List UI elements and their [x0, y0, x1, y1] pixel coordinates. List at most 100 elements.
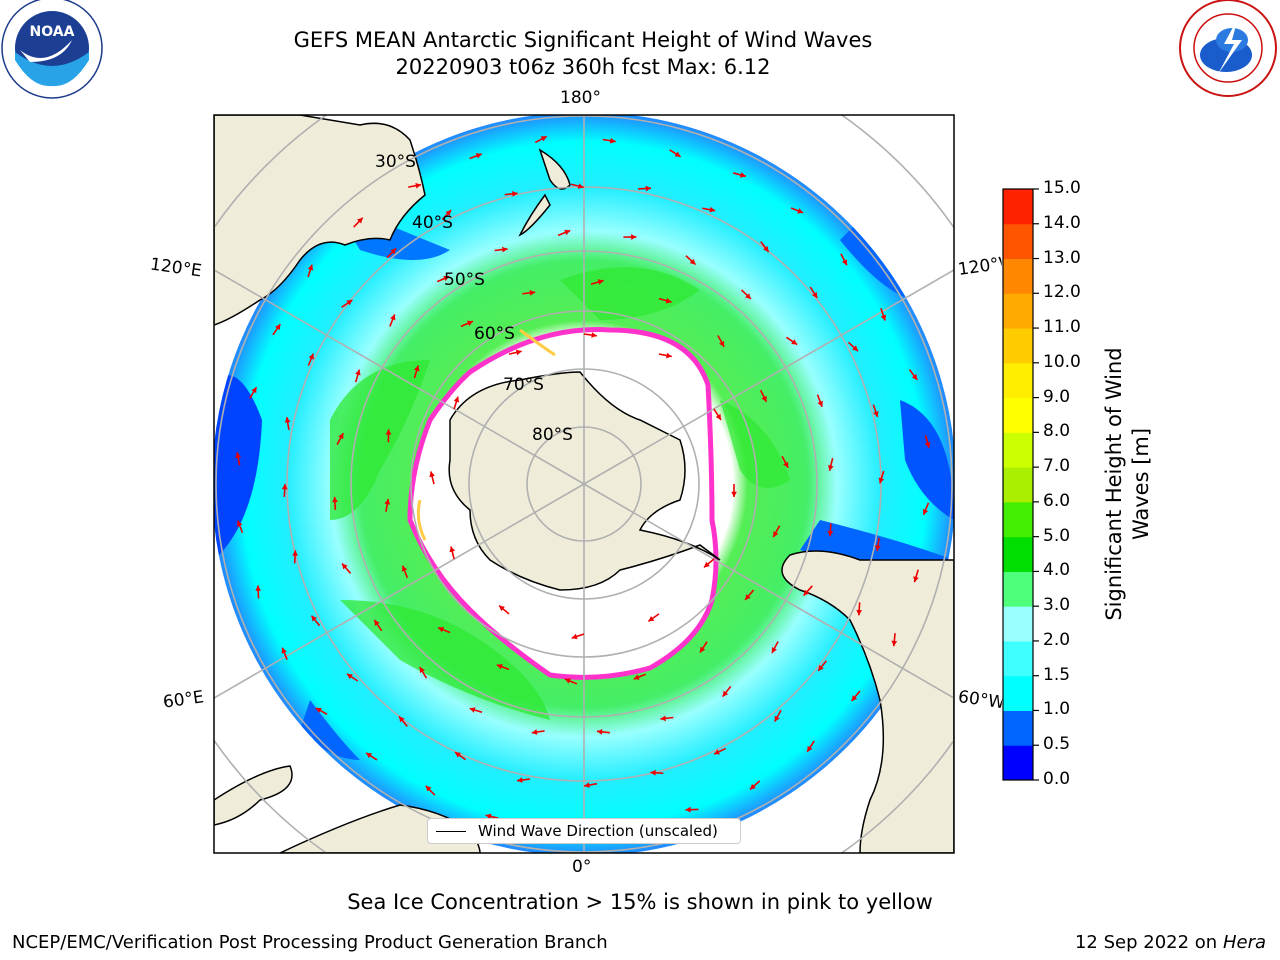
wind-wave-arrowhead [856, 609, 863, 616]
wind-wave-arrowhead [281, 483, 288, 490]
wind-wave-arrowhead [841, 259, 847, 266]
wind-wave-arrowhead [515, 349, 522, 356]
wind-wave-arrowhead [817, 400, 823, 407]
chart-subtitle: 20220903 t06z 360h fcst Max: 6.12 [395, 55, 771, 79]
colorbar-bin [1003, 640, 1033, 677]
wind-wave-arrowhead [610, 137, 616, 144]
wind-wave-arrowhead [413, 365, 420, 372]
wind-wave-arrowhead [783, 461, 789, 468]
wind-wave-arrowhead [924, 441, 931, 448]
wind-wave-arrowhead [818, 664, 824, 671]
wind-wave-arrowhead [307, 264, 314, 271]
wind-wave-arrowhead [235, 452, 241, 459]
colorbar-tick-label: 14.0 [1043, 212, 1081, 233]
colorbar-tick-label: 15.0 [1043, 178, 1081, 198]
wind-wave-arrowhead [660, 715, 666, 722]
footer-date-text: 12 Sep 2022 on [1074, 932, 1218, 953]
lat-label-80s: 80°S [532, 425, 573, 445]
wind-wave-arrowhead [564, 229, 571, 236]
wind-wave-arrowhead [827, 530, 834, 537]
colorbar-bin [1003, 223, 1033, 260]
colorbar-label: Significant Height of Wind Waves [m] [1101, 347, 1155, 620]
colorbar-bin [1003, 501, 1033, 538]
wind-wave-arrowhead [797, 208, 804, 214]
wind-wave-arrowhead [665, 297, 672, 304]
wind-wave-arrowhead [255, 585, 262, 591]
wind-wave-arrowhead [496, 663, 503, 670]
wind-wave-arrowhead [739, 172, 746, 178]
wind-wave-arrowhead [709, 206, 716, 213]
wind-wave-arrowhead [803, 589, 810, 596]
wind-wave-arrowhead [666, 352, 672, 359]
wind-wave-arrowhead [429, 471, 435, 478]
wind-wave-arrowhead [346, 673, 353, 680]
wind-wave-arrowhead [415, 182, 422, 189]
wind-wave-arrowhead [633, 674, 640, 680]
legend-label: Wind Wave Direction (unscaled) [478, 822, 718, 840]
wind-wave-arrowhead [274, 324, 281, 331]
wind-wave-arrowhead [281, 647, 287, 654]
wind-wave-arrowhead [366, 752, 373, 759]
wind-wave-arrowhead [438, 626, 445, 633]
graticule [214, 115, 954, 853]
colorbar-tick-label: 13.0 [1043, 247, 1081, 268]
wind-wave-arrowhead [596, 729, 603, 735]
sea-ice-note: Sea Ice Concentration > 15% is shown in … [347, 890, 933, 914]
noaa-logo-text: NOAA [30, 24, 75, 40]
wind-wave-arrowhead [308, 353, 314, 360]
wind-wave-arrowhead [650, 769, 656, 776]
wind-wave-arrowhead [390, 314, 396, 321]
wind-wave-arrowhead [564, 678, 571, 684]
wind-wave-arrowhead [571, 633, 578, 640]
wind-wave-arrowhead [466, 320, 473, 326]
wind-wave-arrowhead [454, 752, 461, 758]
wind-wave-arrowhead [631, 234, 637, 240]
wind-wave-arrowhead [449, 546, 456, 553]
wind-wave-arrowhead [584, 782, 590, 788]
wind-wave-arrowhead [443, 275, 450, 282]
wind-wave-arrowhead [390, 248, 397, 255]
wind-wave-arrowhead [699, 646, 706, 653]
nws-logo [1179, 0, 1277, 97]
wind-wave-arrowhead [719, 340, 725, 347]
wind-wave-arrowhead [540, 136, 547, 142]
wind-wave-arrowhead [922, 508, 929, 515]
wind-wave-arrowhead [315, 707, 322, 714]
wind-wave-arrowhead [401, 565, 408, 572]
wind-wave-arrowhead [357, 217, 363, 224]
lon-label-180: 180° [560, 88, 601, 108]
wind-wave-arrowhead [828, 464, 834, 471]
wind-wave-arrowhead [880, 314, 887, 321]
wind-wave-arrowhead [689, 258, 696, 265]
map-legend: Wind Wave Direction (unscaled) [427, 818, 741, 844]
colorbar-tick-label: 5.0 [1043, 525, 1071, 546]
wind-wave-arrowhead [338, 433, 344, 440]
lat-label-40s: 40°S [412, 213, 453, 233]
wind-wave-arrowhead [645, 185, 652, 192]
wind-wave-arrowhead [251, 387, 257, 394]
colorbar-bin [1003, 571, 1033, 607]
wind-wave-arrowhead [385, 429, 392, 435]
wind-wave-arrowhead [715, 413, 721, 420]
colorbar-bin [1003, 293, 1033, 329]
legend-line-swatch [436, 831, 466, 832]
footer-date: 12 Sep 2022 on Hera [1075, 932, 1266, 953]
footer-branch: NCEP/EMC/Verification Post Processing Pr… [12, 932, 608, 953]
colorbar-tick-label: 12.0 [1043, 282, 1081, 303]
lat-label-60s: 60°S [474, 324, 515, 344]
colorbar-tick-label: 1.0 [1043, 699, 1071, 720]
wind-wave-arrowhead [355, 369, 361, 376]
wind-wave-arrowhead [703, 561, 710, 568]
wind-wave-arrows [235, 135, 931, 834]
wind-wave-arrowhead [475, 153, 482, 159]
wind-wave-arrowhead [750, 783, 756, 790]
wind-wave-arrowhead [502, 246, 508, 253]
wind-wave-arrowhead [745, 293, 751, 299]
colorbar-tick-label: 7.0 [1043, 456, 1071, 477]
wind-wave-arrowhead [529, 289, 536, 296]
wind-wave-arrowhead [531, 729, 538, 735]
colorbar-bin [1003, 467, 1033, 503]
footer-machine: Hera [1222, 932, 1266, 953]
wind-wave-arrowhead [384, 498, 391, 505]
wind-wave-arrowhead [685, 806, 691, 813]
